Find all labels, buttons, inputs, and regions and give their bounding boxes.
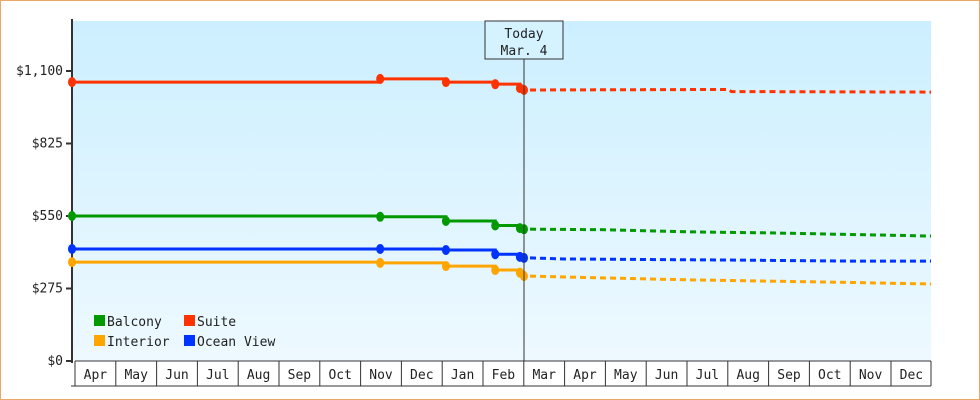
x-tick-label: Aug <box>736 368 759 383</box>
y-tick-label: $550 <box>32 209 63 224</box>
x-tick-label: Jul <box>696 368 719 383</box>
legend-item-interior: Interior <box>94 335 170 350</box>
today-label-box <box>484 20 564 60</box>
x-tick-label: Apr <box>84 368 108 383</box>
legend-item-balcony: Balcony <box>94 315 162 330</box>
legend-label: Suite <box>197 315 236 330</box>
legend-label: Ocean View <box>197 335 275 350</box>
x-tick-label: Jul <box>206 368 229 383</box>
legend-swatch <box>94 335 105 346</box>
legend-swatch <box>184 315 195 326</box>
x-tick-label: Oct <box>818 368 841 383</box>
x-tick-label: Dec <box>900 368 923 383</box>
legend-label: Balcony <box>107 315 162 330</box>
series-lines <box>68 73 932 286</box>
x-tick-label: Jan <box>451 368 474 383</box>
x-tick-label: May <box>124 368 148 383</box>
x-tick-label: Oct <box>328 368 351 383</box>
series-ocean-view <box>68 243 931 263</box>
today-marker: Today Mar. 4 <box>484 20 564 361</box>
legend-swatch <box>184 335 195 346</box>
x-tick-label: Apr <box>573 368 597 383</box>
series-balcony <box>68 211 932 238</box>
legend-item-ocean-view: Ocean View <box>184 335 275 350</box>
x-tick-label: Nov <box>369 368 393 383</box>
x-tick-label: Feb <box>492 368 516 383</box>
legend-label: Interior <box>107 335 170 350</box>
today-label: Today <box>504 27 543 42</box>
x-tick-label: Sep <box>288 368 312 383</box>
x-tick-label: Jun <box>165 368 188 383</box>
series-interior <box>68 257 932 286</box>
x-tick-label: Dec <box>410 368 433 383</box>
x-tick-label: Nov <box>859 368 883 383</box>
y-tick-label: $1,100 <box>16 64 63 79</box>
series-suite <box>68 73 932 95</box>
legend-item-suite: Suite <box>184 315 236 330</box>
y-tick-label: $825 <box>32 137 63 152</box>
x-tick-label: May <box>614 368 638 383</box>
x-tick-label: Sep <box>777 368 801 383</box>
today-date: Mar. 4 <box>501 44 548 59</box>
plot-area <box>72 21 931 361</box>
y-tick-label: $0 <box>47 354 63 369</box>
x-axis: Apr May Jun Jul Aug Sep Oct Nov Dec Jan Feb Mar Apr M… <box>71 360 932 387</box>
x-tick-label: Aug <box>247 368 270 383</box>
legend: Balcony Suite Interior Ocean View <box>94 315 275 350</box>
x-tick-label: Mar <box>532 368 556 383</box>
x-tick-label: Jun <box>655 368 678 383</box>
y-tick-label: $275 <box>32 282 63 297</box>
y-axis: $0 $275 $550 $825 $1,100 <box>16 19 73 369</box>
legend-swatch <box>94 315 105 326</box>
